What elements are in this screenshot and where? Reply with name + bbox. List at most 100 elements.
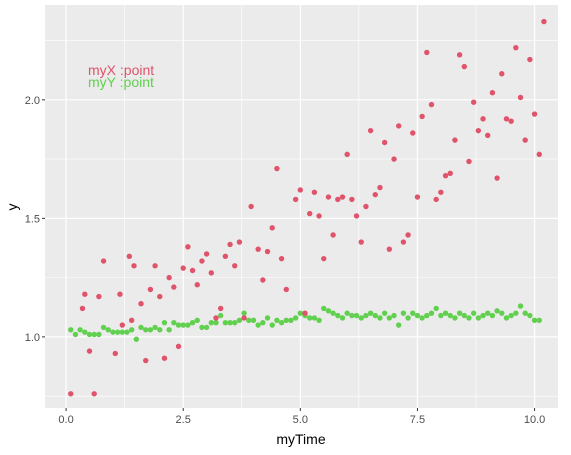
data-point xyxy=(396,123,402,129)
data-point xyxy=(433,305,439,312)
data-point xyxy=(414,194,421,200)
data-point xyxy=(424,312,430,319)
data-point xyxy=(470,99,477,105)
data-point xyxy=(396,322,402,328)
y-tick-label: 1.5 xyxy=(25,213,40,225)
data-point xyxy=(166,327,172,333)
x-axis-title: myTime xyxy=(276,431,325,447)
data-point xyxy=(410,310,416,316)
data-point xyxy=(358,315,364,321)
data-point xyxy=(241,315,247,321)
data-point xyxy=(269,225,275,231)
data-point xyxy=(442,310,449,316)
data-point xyxy=(499,310,505,316)
data-point xyxy=(400,310,407,316)
y-axis: 1.0 1.5 2.0 xyxy=(25,95,45,344)
data-point xyxy=(147,327,154,333)
data-point xyxy=(105,327,111,333)
data-point xyxy=(185,244,191,250)
data-point xyxy=(91,331,97,338)
data-point xyxy=(325,308,332,314)
data-point xyxy=(316,213,322,219)
data-point xyxy=(194,282,200,288)
data-point xyxy=(236,317,243,323)
data-point xyxy=(442,172,449,179)
data-point xyxy=(433,196,439,203)
data-point xyxy=(494,175,500,181)
data-point xyxy=(157,327,163,333)
data-point xyxy=(208,270,215,276)
data-point xyxy=(391,156,397,162)
legend: myX :point myY :point xyxy=(88,62,154,90)
data-point xyxy=(363,203,369,210)
x-tick-label: 7.5 xyxy=(410,414,425,426)
data-point xyxy=(438,189,444,195)
data-point xyxy=(100,324,107,331)
data-point xyxy=(536,151,542,158)
data-point xyxy=(96,331,102,338)
data-point xyxy=(68,327,74,333)
data-point xyxy=(297,310,304,316)
data-point xyxy=(330,232,336,238)
data-point xyxy=(306,210,313,217)
data-point xyxy=(508,312,514,319)
data-point xyxy=(485,310,491,316)
data-point xyxy=(133,336,140,342)
data-point xyxy=(82,329,88,335)
data-point xyxy=(126,253,133,259)
data-point xyxy=(171,284,177,290)
data-point xyxy=(175,322,182,328)
minor-grid xyxy=(45,5,558,408)
data-point xyxy=(199,324,205,331)
data-point xyxy=(143,327,149,333)
data-point xyxy=(278,319,285,326)
data-point xyxy=(241,310,247,316)
data-point xyxy=(358,239,364,245)
data-point xyxy=(213,319,219,326)
data-point xyxy=(203,324,210,331)
data-point xyxy=(508,118,514,124)
data-point xyxy=(100,258,107,264)
data-point xyxy=(428,310,435,316)
data-point xyxy=(260,319,266,326)
points-layer xyxy=(68,18,547,397)
data-point xyxy=(541,18,547,25)
data-point xyxy=(367,127,374,134)
x-tick-label: 0.0 xyxy=(58,414,73,426)
plot-panel xyxy=(45,5,558,408)
data-point xyxy=(344,151,350,158)
data-point xyxy=(246,317,252,323)
data-point xyxy=(531,111,538,117)
data-point xyxy=(456,310,463,316)
data-point xyxy=(339,315,346,321)
data-point xyxy=(189,319,196,326)
data-point xyxy=(157,293,163,300)
data-point xyxy=(68,391,74,397)
data-point xyxy=(180,322,186,328)
data-point xyxy=(428,101,435,108)
data-point xyxy=(475,127,482,134)
data-point xyxy=(131,263,137,269)
data-point xyxy=(372,312,378,319)
y-tick-label: 2.0 xyxy=(25,95,40,107)
data-point xyxy=(143,357,149,364)
data-point xyxy=(166,274,172,281)
data-point xyxy=(335,312,341,319)
data-point xyxy=(297,187,304,193)
data-point xyxy=(114,329,121,335)
data-point xyxy=(470,310,477,316)
data-point xyxy=(283,286,289,293)
data-point xyxy=(513,44,519,51)
data-point xyxy=(466,315,472,321)
data-point xyxy=(419,315,425,321)
data-point xyxy=(475,315,482,321)
data-point xyxy=(274,317,280,323)
data-point xyxy=(217,305,224,312)
data-point xyxy=(536,317,542,323)
data-point xyxy=(250,317,257,323)
data-point xyxy=(349,312,355,319)
data-point xyxy=(353,213,360,219)
data-point xyxy=(119,322,126,328)
data-point xyxy=(489,90,496,96)
data-point xyxy=(377,184,383,191)
